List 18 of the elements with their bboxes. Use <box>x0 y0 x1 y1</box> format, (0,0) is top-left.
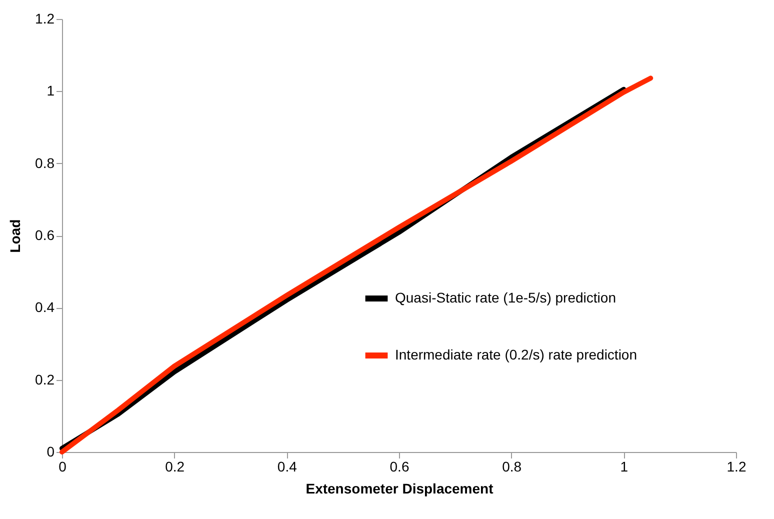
x-tick-label: 0.4 <box>277 458 298 474</box>
y-tick-label: 0 <box>46 444 55 460</box>
legend-label: Quasi-Static rate (1e-5/s) prediction <box>395 290 616 306</box>
x-tick-label: 1.2 <box>726 458 746 474</box>
y-tick-label: 0.8 <box>35 154 55 171</box>
y-tick-label: 0.2 <box>35 371 55 388</box>
x-tick-label: 0.2 <box>165 458 185 474</box>
y-tick-label: 0.6 <box>35 227 55 243</box>
y-tick-label: 1 <box>46 82 55 99</box>
legend-label: Intermediate rate (0.2/s) rate prediction <box>395 346 638 362</box>
y-axis-title: Load <box>7 219 24 253</box>
x-axis-title: Extensometer Displacement <box>306 480 494 496</box>
y-tick-label: 1.2 <box>35 10 55 26</box>
x-tick-label: 0.8 <box>502 458 522 474</box>
x-tick-label: 0 <box>58 458 67 474</box>
y-tick-label: 0.4 <box>35 299 55 316</box>
x-tick-label: 1 <box>620 458 628 474</box>
x-tick-label: 0.6 <box>390 458 410 474</box>
